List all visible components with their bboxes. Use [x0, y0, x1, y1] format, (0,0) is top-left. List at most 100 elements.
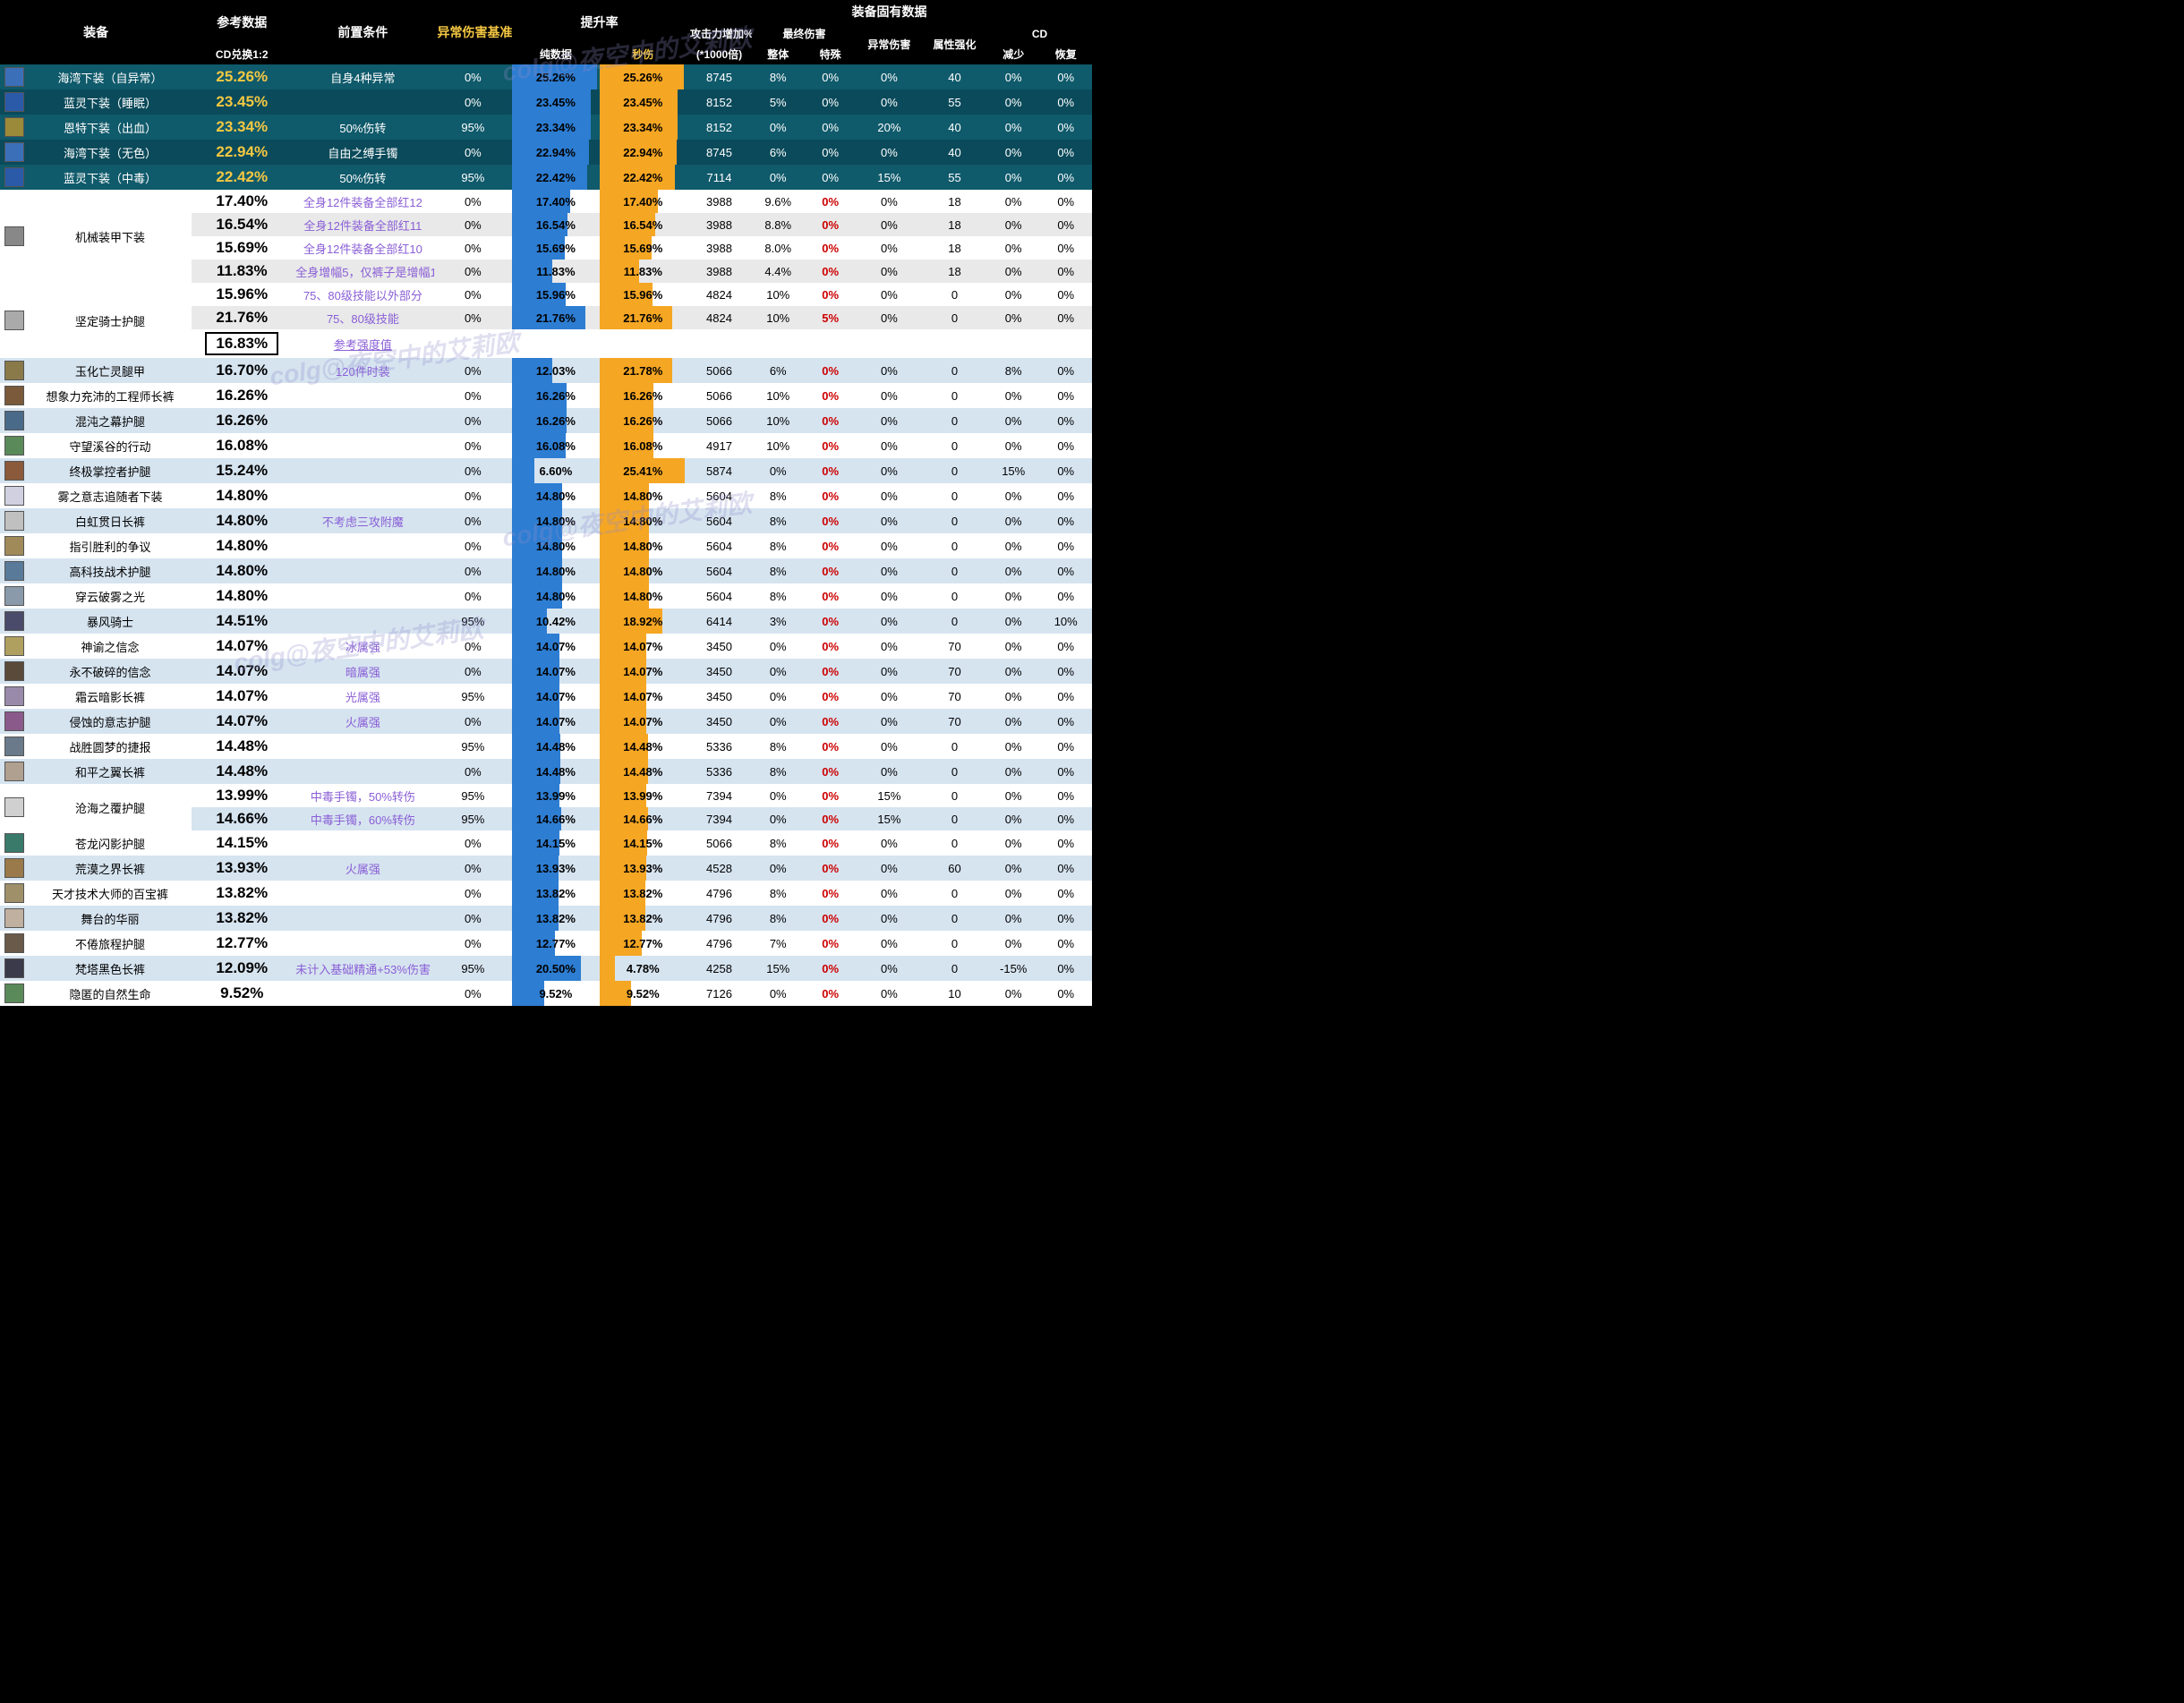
- h-ref: 参考数据: [192, 0, 292, 44]
- bar-pure: 15.96%: [512, 283, 599, 306]
- col-fsp: 0%: [804, 931, 856, 956]
- col-at: 0: [922, 830, 987, 856]
- abn-base: 0%: [434, 881, 513, 906]
- col-atk: 3988: [687, 213, 752, 236]
- col-fAll: 0%: [752, 165, 804, 190]
- col-atk: 4824: [687, 283, 752, 306]
- col-cc: 0%: [1039, 458, 1092, 483]
- abn-base: 0%: [434, 981, 513, 1006]
- bar-pure: 20.50%: [512, 956, 599, 981]
- bar-pure: 14.07%: [512, 634, 599, 659]
- ref-percent: 14.07%: [192, 709, 292, 734]
- item-name: 穿云破雾之光: [29, 583, 192, 609]
- ref-percent: 23.34%: [192, 115, 292, 140]
- item-name: 天才技术大师的百宝裤: [29, 881, 192, 906]
- bar-pure: 14.80%: [512, 483, 599, 508]
- abn-base: 0%: [434, 483, 513, 508]
- item-icon-cell: [0, 856, 29, 881]
- col-at: 0: [922, 483, 987, 508]
- ref-percent: 13.93%: [192, 856, 292, 881]
- item-name: 蓝灵下装（中毒）: [29, 165, 192, 190]
- col-cr: 0%: [987, 684, 1039, 709]
- col-cc: 0%: [1039, 830, 1092, 856]
- abn-base: 0%: [434, 190, 513, 213]
- item-icon: [4, 636, 24, 656]
- condition: 暗属强: [292, 659, 433, 684]
- col-fsp: 0%: [804, 64, 856, 89]
- bar-pure: 14.80%: [512, 583, 599, 609]
- col-cr: 0%: [987, 64, 1039, 89]
- col-atk: 5874: [687, 458, 752, 483]
- ref-percent: 22.42%: [192, 165, 292, 190]
- col-cc: 0%: [1039, 784, 1092, 807]
- col-cc: 0%: [1039, 981, 1092, 1006]
- col-ab: 0%: [857, 583, 922, 609]
- item-name: 暴风骑士: [29, 609, 192, 634]
- col-fsp: 0%: [804, 283, 856, 306]
- col-cr: 0%: [987, 634, 1039, 659]
- col-fsp: 0%: [804, 433, 856, 458]
- condition: 全身12件装备全部红12: [292, 190, 433, 213]
- abn-base: 0%: [434, 659, 513, 684]
- condition: [292, 89, 433, 115]
- bar-dps: 23.45%: [600, 89, 687, 115]
- bar-dps: 14.07%: [600, 634, 687, 659]
- col-cc: 0%: [1039, 583, 1092, 609]
- bar-dps: 25.41%: [600, 458, 687, 483]
- condition: [292, 533, 433, 558]
- bar-pure: 25.26%: [512, 64, 599, 89]
- col-ab: 0%: [857, 906, 922, 931]
- abn-base: 0%: [434, 64, 513, 89]
- col-cc: 10%: [1039, 609, 1092, 634]
- ref-percent: 15.96%: [192, 283, 292, 306]
- col-cr: 0%: [987, 558, 1039, 583]
- bar-pure: 14.80%: [512, 508, 599, 533]
- col-at: 40: [922, 64, 987, 89]
- abn-base: 0%: [434, 830, 513, 856]
- table-row: 海湾下装（自异常）25.26%自身4种异常0%25.26%25.26%87458…: [0, 64, 1092, 89]
- ref-percent: 23.45%: [192, 89, 292, 115]
- condition: [292, 734, 433, 759]
- abn-base: 0%: [434, 306, 513, 329]
- condition: [292, 583, 433, 609]
- col-at: [922, 329, 987, 358]
- bar-pure: 21.76%: [512, 306, 599, 329]
- col-at: 0: [922, 784, 987, 807]
- item-name: 蓝灵下装（睡眠）: [29, 89, 192, 115]
- col-fAll: 0%: [752, 684, 804, 709]
- bar-dps: 15.69%: [600, 236, 687, 260]
- bar-pure: 14.48%: [512, 759, 599, 784]
- bar-pure: 11.83%: [512, 260, 599, 283]
- col-at: 0: [922, 906, 987, 931]
- abn-base: 0%: [434, 906, 513, 931]
- abn-base: 95%: [434, 684, 513, 709]
- col-cr: 0%: [987, 856, 1039, 881]
- col-fsp: 0%: [804, 165, 856, 190]
- item-icon: [4, 797, 24, 817]
- col-cc: 0%: [1039, 881, 1092, 906]
- col-atk: 8152: [687, 115, 752, 140]
- item-icon-cell: [0, 709, 29, 734]
- bar-pure: 14.80%: [512, 558, 599, 583]
- condition: [292, 433, 433, 458]
- col-ab: 0%: [857, 856, 922, 881]
- item-icon-cell: [0, 383, 29, 408]
- condition: 50%伤转: [292, 115, 433, 140]
- ref-percent: 14.15%: [192, 830, 292, 856]
- table-row: 天才技术大师的百宝裤13.82%0%13.82%13.82%47968%0%0%…: [0, 881, 1092, 906]
- col-cc: [1039, 329, 1092, 358]
- table-row: 蓝灵下装（睡眠）23.45%0%23.45%23.45%81525%0%0%55…: [0, 89, 1092, 115]
- col-cc: 0%: [1039, 383, 1092, 408]
- bar-pure: 16.26%: [512, 383, 599, 408]
- condition: 中毒手镯，50%转伤: [292, 784, 433, 807]
- col-ab: 0%: [857, 283, 922, 306]
- col-atk: 5604: [687, 483, 752, 508]
- col-atk: 6414: [687, 609, 752, 634]
- col-fAll: 8%: [752, 759, 804, 784]
- col-ab: 0%: [857, 433, 922, 458]
- abn-base: 0%: [434, 634, 513, 659]
- col-at: 0: [922, 458, 987, 483]
- bar-pure: 14.80%: [512, 533, 599, 558]
- table-row: 梵塔黑色长裤12.09%未计入基础精通+53%伤害95%20.50%4.78%4…: [0, 956, 1092, 981]
- col-fsp: 0%: [804, 558, 856, 583]
